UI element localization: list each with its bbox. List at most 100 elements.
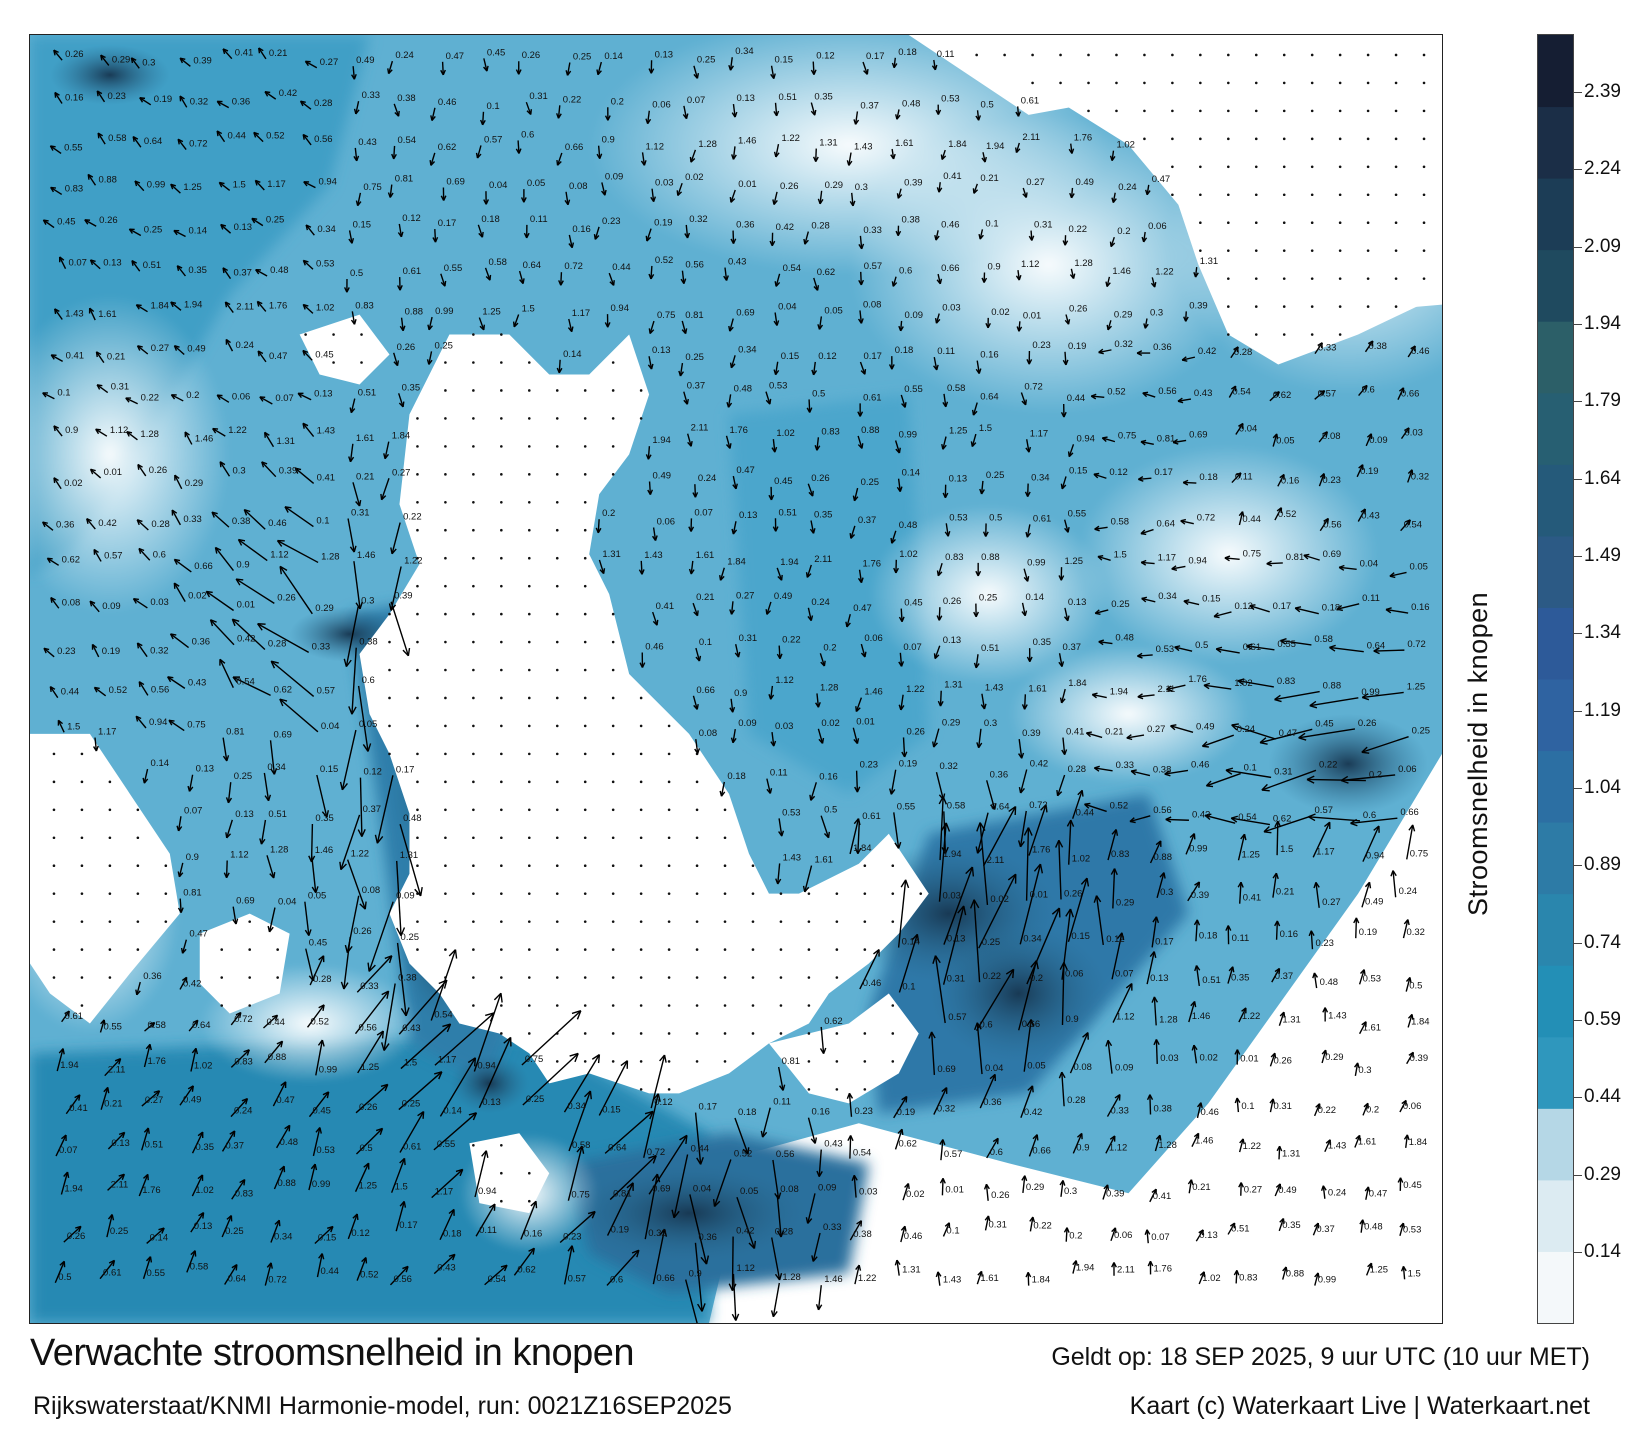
current-arrow xyxy=(1023,568,1030,582)
grid-point xyxy=(500,808,503,812)
speed-label: 0.53 xyxy=(1363,973,1381,984)
speed-label: 0.05 xyxy=(527,178,545,189)
speed-label: 0.41 xyxy=(656,601,674,612)
current-arrow xyxy=(1111,932,1125,980)
grid-point xyxy=(527,389,531,392)
speed-label: 0.06 xyxy=(1114,1230,1132,1241)
current-arrow xyxy=(678,362,685,377)
speed-label: 0.04 xyxy=(1239,424,1257,435)
speed-label: 0.26 xyxy=(780,181,798,192)
current-arrow xyxy=(809,782,817,801)
speed-label: 0.88 xyxy=(405,307,423,318)
grid-point xyxy=(444,864,447,868)
speed-label: 1.28 xyxy=(270,844,288,855)
current-arrow xyxy=(652,611,659,626)
speed-label: 0.58 xyxy=(489,257,507,268)
speed-label: 0.17 xyxy=(438,218,456,229)
current-arrow xyxy=(1400,427,1410,440)
grid-point xyxy=(639,864,643,868)
current-arrow xyxy=(216,100,230,109)
grid-point xyxy=(723,1004,727,1007)
grid-point xyxy=(220,1004,224,1007)
speed-label: 1.46 xyxy=(738,135,756,146)
current-arrow xyxy=(387,184,394,198)
speed-label: 0.16 xyxy=(572,224,590,235)
grid-point xyxy=(416,500,419,504)
grid-point xyxy=(835,1060,839,1063)
speed-label: 0.38 xyxy=(1154,1104,1172,1115)
current-arrow xyxy=(769,232,776,247)
colorbar-band xyxy=(1538,965,1573,1038)
speed-label: 0.29 xyxy=(1116,897,1134,908)
grid-point xyxy=(807,976,811,979)
current-arrow xyxy=(515,140,522,154)
speed-label: 1.31 xyxy=(902,1265,920,1276)
grid-point xyxy=(751,1004,755,1007)
current-arrow xyxy=(891,276,898,287)
speed-label: 0.08 xyxy=(569,181,587,192)
current-arrow xyxy=(91,643,100,658)
grid-point xyxy=(723,948,727,951)
speed-label: 1.28 xyxy=(1158,1140,1176,1151)
speed-label: 1.02 xyxy=(1116,140,1134,151)
speed-label: 0.81 xyxy=(183,888,201,899)
speed-label: 1.22 xyxy=(351,849,369,860)
current-arrow xyxy=(898,652,905,667)
current-arrow xyxy=(1105,1039,1113,1074)
speed-label: 0.19 xyxy=(154,94,172,105)
grid-point xyxy=(1171,53,1174,57)
speed-label: 0.64 xyxy=(523,260,541,271)
current-arrow xyxy=(264,90,277,100)
current-arrow xyxy=(857,569,864,584)
grid-point xyxy=(1254,109,1258,113)
grid-point xyxy=(527,948,531,951)
speed-label: 0.5 xyxy=(350,268,363,279)
speed-label: 0.72 xyxy=(1029,800,1047,811)
speed-label: 1.31 xyxy=(276,436,294,447)
current-arrow xyxy=(1324,1139,1332,1153)
current-arrow xyxy=(1066,819,1075,865)
grid-point xyxy=(444,361,447,364)
grid-point xyxy=(444,892,447,895)
grid-point xyxy=(416,528,419,532)
speed-label: 0.11 xyxy=(1232,933,1250,944)
grid-point xyxy=(975,53,978,57)
current-arrow xyxy=(809,520,816,534)
speed-label: 0.52 xyxy=(360,1270,378,1281)
current-arrow xyxy=(1140,439,1154,446)
current-arrow xyxy=(483,58,489,72)
current-arrow xyxy=(1314,342,1323,355)
current-arrow xyxy=(184,431,193,445)
grid-point xyxy=(779,892,783,895)
speed-label: 0.57 xyxy=(568,1273,586,1284)
speed-label: 1.12 xyxy=(646,141,664,152)
grid-point xyxy=(1338,249,1342,252)
current-arrow xyxy=(778,818,785,837)
grid-point xyxy=(527,528,531,532)
speed-label: 0.02 xyxy=(685,172,703,183)
speed-label: 0.58 xyxy=(108,133,126,144)
current-arrow xyxy=(99,1259,116,1280)
speed-label: 0.54 xyxy=(488,1274,506,1285)
current-arrow xyxy=(819,1026,827,1055)
grid-point xyxy=(444,724,447,728)
speed-label: 1.17 xyxy=(1158,553,1176,564)
speed-label: 0.58 xyxy=(572,1140,590,1151)
grid-point xyxy=(1115,53,1118,57)
speed-label: 0.03 xyxy=(1405,428,1423,439)
grid-point xyxy=(779,976,783,979)
speed-label: 0.39 xyxy=(1022,728,1040,739)
current-arrow xyxy=(1142,391,1156,398)
speed-label: 1.84 xyxy=(727,557,745,568)
speed-label: 0.52 xyxy=(1107,386,1125,397)
speed-label: 0.01 xyxy=(1240,1054,1258,1065)
speed-label: 0.35 xyxy=(814,92,832,103)
current-arrow xyxy=(1276,1145,1283,1160)
current-arrow xyxy=(230,1097,249,1118)
current-arrow xyxy=(1312,1222,1320,1236)
speed-label: 0.5 xyxy=(1409,981,1422,992)
speed-label: 0.46 xyxy=(1191,759,1209,770)
current-arrow xyxy=(1227,966,1235,984)
speed-label: 0.2 xyxy=(823,642,836,653)
grid-point xyxy=(500,1171,503,1175)
